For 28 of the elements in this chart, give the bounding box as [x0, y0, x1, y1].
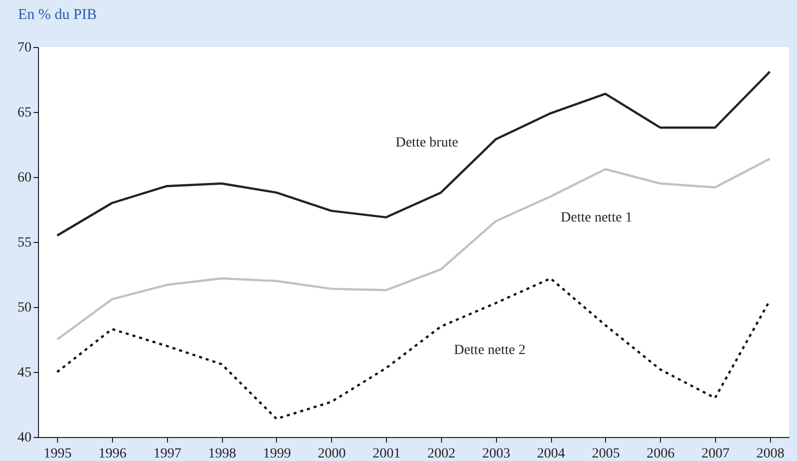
- line-series: [56, 277, 771, 420]
- x-tick-label: 1996: [98, 446, 127, 461]
- x-tick-label: 2001: [372, 446, 401, 461]
- y-tick-label: 55: [18, 236, 32, 250]
- y-tick-label: 45: [18, 366, 32, 380]
- y-tick-label: 40: [18, 430, 32, 446]
- x-tick-label: 2003: [482, 446, 510, 461]
- x-tick-label: 2000: [318, 446, 346, 461]
- x-tick-label: 2004: [537, 446, 566, 461]
- x-tick-label: 2005: [592, 446, 620, 461]
- series-label: Dette nette 1: [560, 210, 632, 226]
- series-label: Dette brute: [396, 136, 458, 151]
- x-tick-label: 1997: [153, 446, 182, 461]
- x-tick-label: 2006: [646, 446, 675, 461]
- y-tick-label: 65: [18, 106, 32, 120]
- y-tick-label: 50: [18, 300, 32, 316]
- x-tick-label: 2008: [756, 446, 784, 461]
- x-tick-label: 1998: [208, 446, 236, 461]
- x-tick-label: 1999: [262, 446, 291, 461]
- x-tick-label: 2002: [427, 446, 456, 461]
- y-tick-label: 70: [18, 40, 32, 56]
- series-label: Dette nette 2: [454, 343, 526, 358]
- line-series: [56, 158, 771, 341]
- chart-title: En % du PIB: [18, 7, 97, 23]
- line-series: [56, 70, 771, 237]
- x-tick-label: 1995: [44, 446, 72, 461]
- y-tick-label: 60: [18, 170, 32, 186]
- x-tick-label: 2007: [701, 446, 730, 461]
